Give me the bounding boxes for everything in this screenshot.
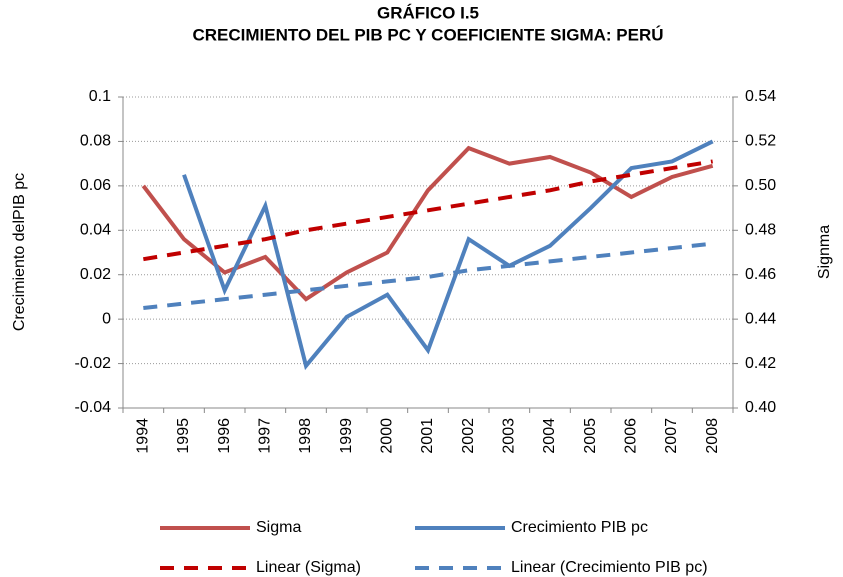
y-tick-label: 0.04 <box>80 222 111 239</box>
x-tick-label: 2008 <box>704 418 721 454</box>
legend-label: Linear (Sigma) <box>256 559 361 576</box>
x-tick-label: 2000 <box>379 418 396 454</box>
y-tick-label: -0.02 <box>75 355 112 372</box>
x-tick-label: 1996 <box>216 418 233 454</box>
trend-line <box>143 241 713 311</box>
x-tick-label: 1999 <box>338 418 355 454</box>
y2-tick-label: 0.42 <box>745 355 776 372</box>
y2-tick-label: 0.52 <box>745 133 776 150</box>
x-tick-label: 2003 <box>501 418 518 454</box>
series-line <box>141 145 714 302</box>
chart-subtitle: CRECIMIENTO DEL PIB PC Y COEFICIENTE SIG… <box>192 25 663 44</box>
x-tick-label: 2004 <box>541 418 558 454</box>
y-tick-label: -0.04 <box>75 399 112 416</box>
x-tick-label: 1998 <box>297 418 314 454</box>
x-tick-label: 2002 <box>460 418 477 454</box>
y2-axis-label: Signma <box>816 225 833 279</box>
y2-tick-label: 0.48 <box>745 222 776 239</box>
y2-tick-label: 0.54 <box>745 88 776 105</box>
x-tick-label: 2007 <box>663 418 680 454</box>
legend-label: Crecimiento PIB pc <box>511 519 648 536</box>
x-tick-label: 1997 <box>257 418 274 454</box>
y2-tick-label: 0.44 <box>745 310 776 327</box>
y-tick-label: 0.02 <box>80 266 111 283</box>
legend-label: Sigma <box>256 519 301 536</box>
y-tick-label: 0.1 <box>89 88 111 105</box>
y2-tick-label: 0.40 <box>745 399 776 416</box>
y-tick-label: 0 <box>102 310 111 327</box>
y2-tick-label: 0.46 <box>745 266 776 283</box>
y-axis-label: Crecimiento delPIB pc <box>11 173 28 331</box>
y2-tick-label: 0.50 <box>745 177 776 194</box>
legend-label: Linear (Crecimiento PIB pc) <box>511 559 708 576</box>
chart-title: GRÁFICO I.5 <box>377 3 479 22</box>
x-tick-label: 1994 <box>135 418 152 454</box>
x-tick-label: 1995 <box>175 418 192 454</box>
y-tick-label: 0.06 <box>80 177 111 194</box>
trend-line <box>143 159 713 262</box>
x-tick-label: 2006 <box>623 418 640 454</box>
x-tick-label: 2005 <box>582 418 599 454</box>
x-tick-label: 2001 <box>419 418 436 454</box>
y-tick-label: 0.08 <box>80 133 111 150</box>
